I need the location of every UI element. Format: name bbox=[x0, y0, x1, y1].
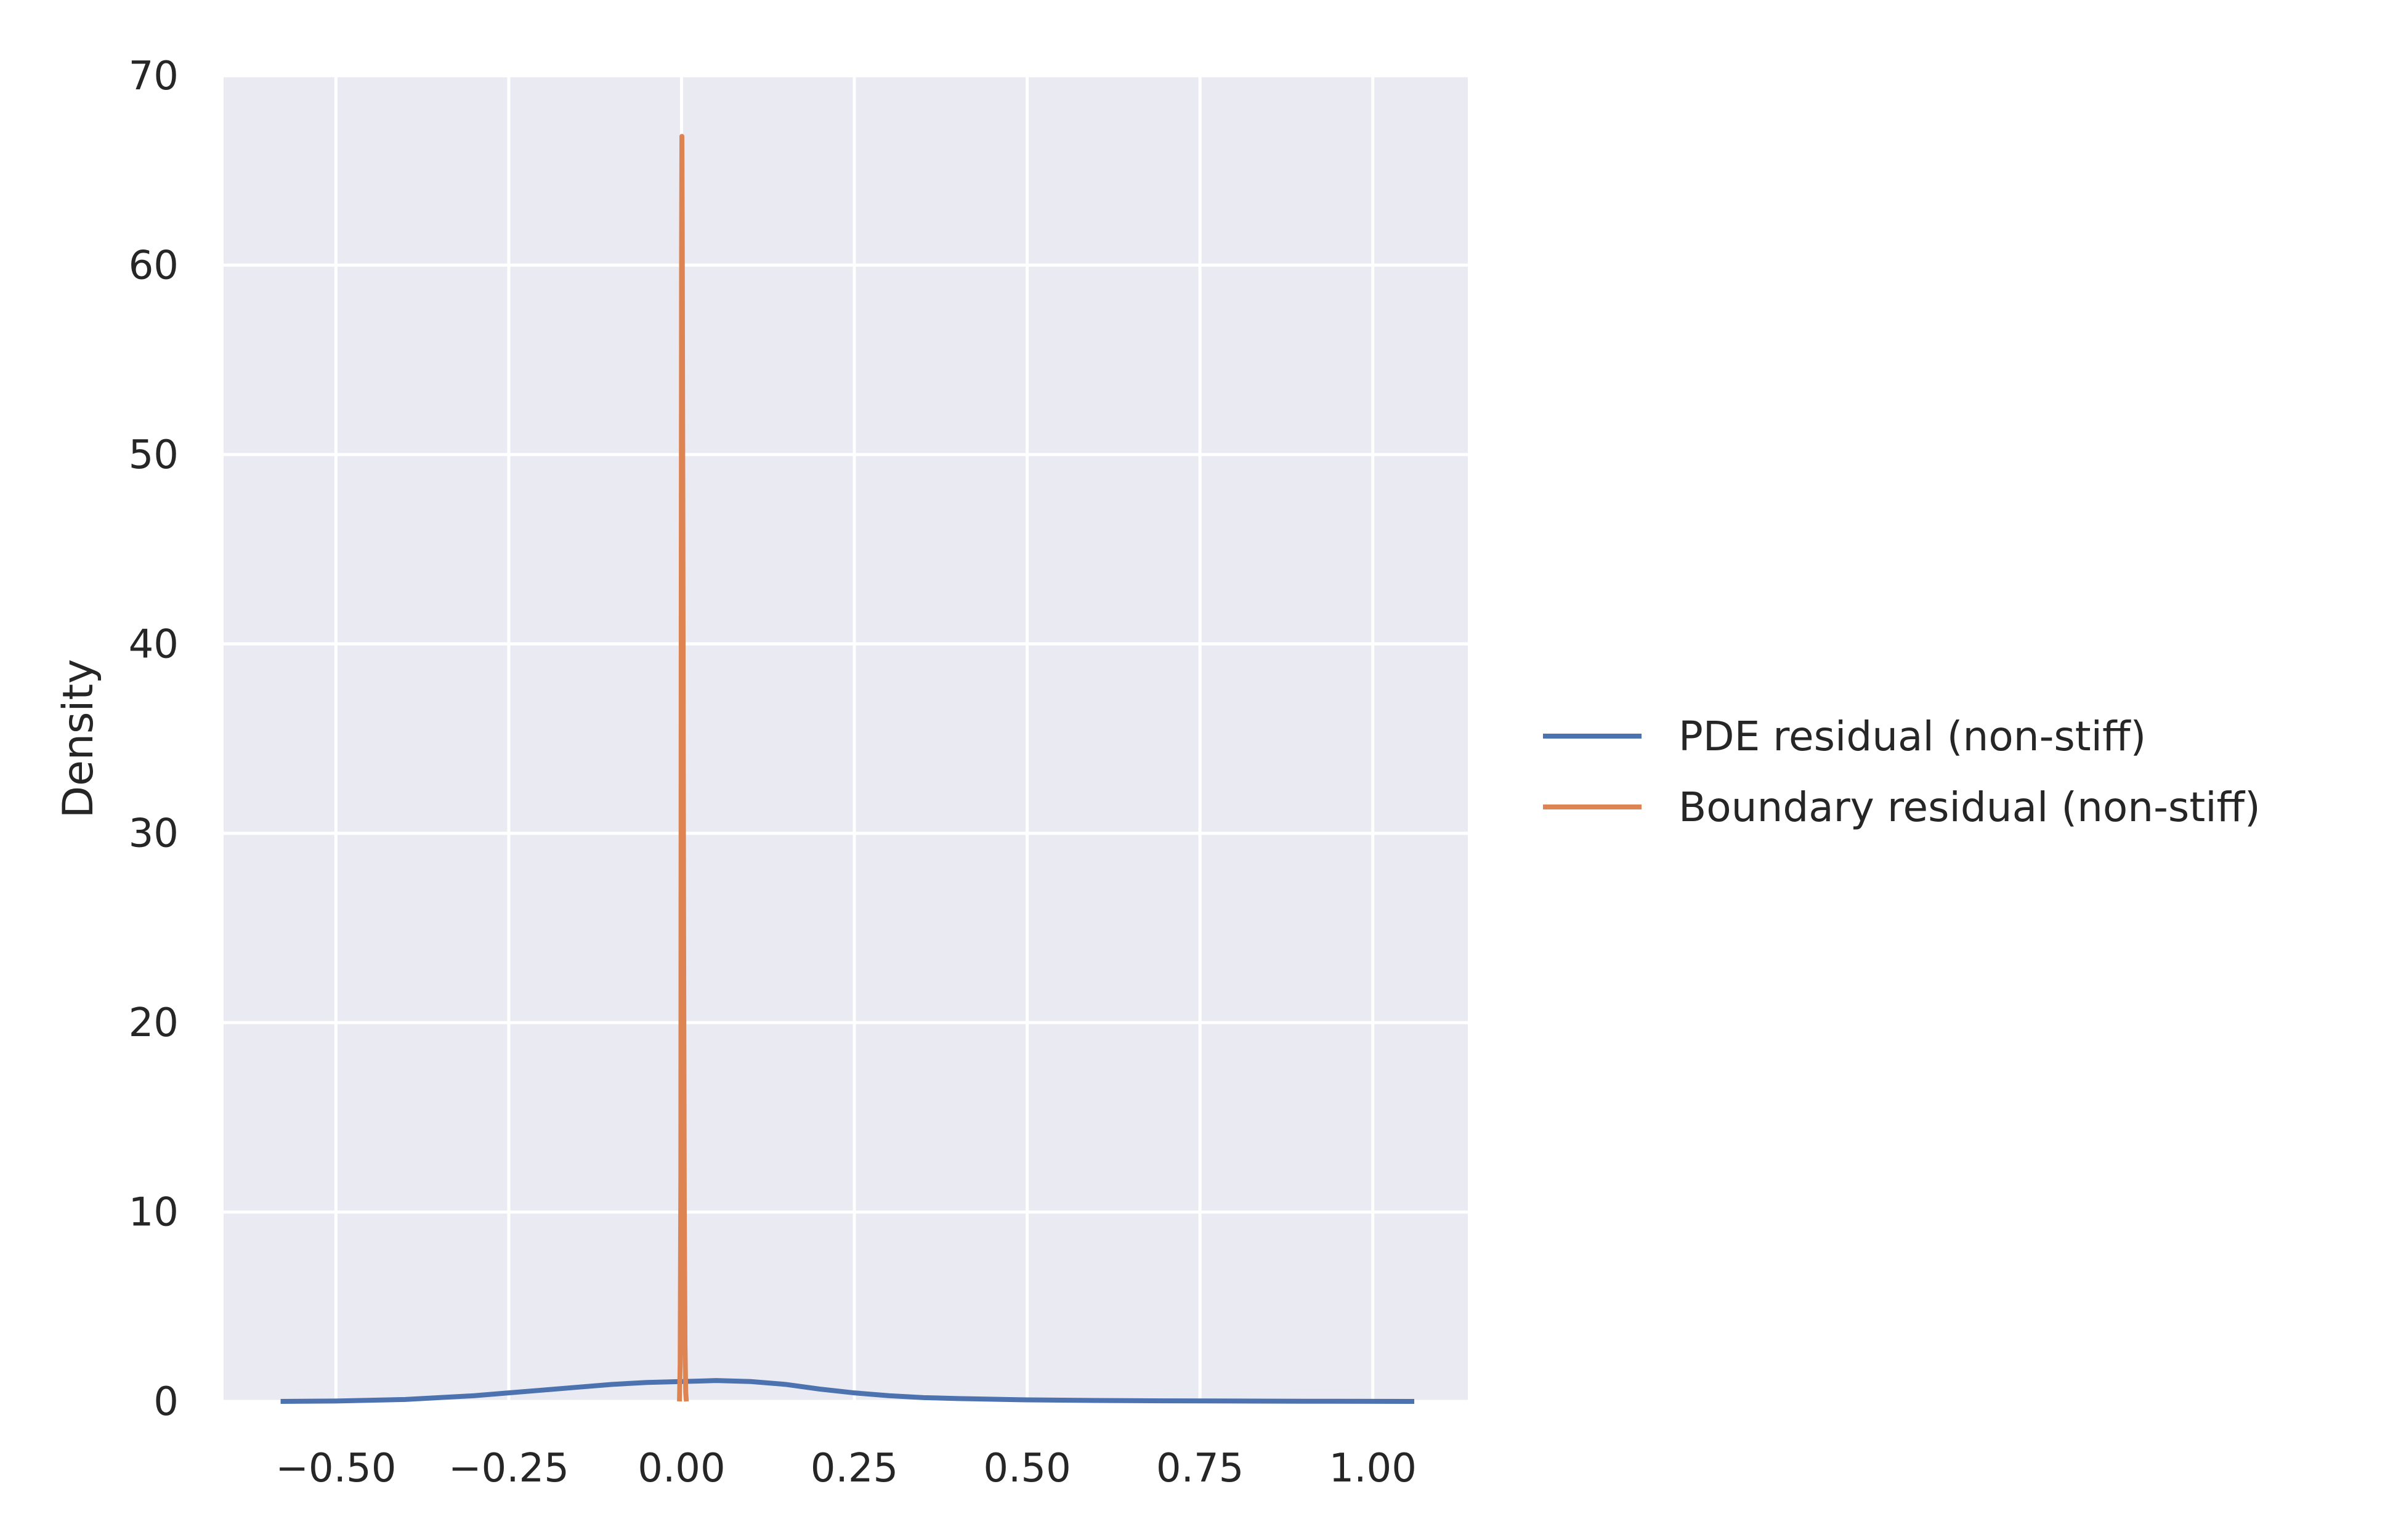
x-tick-label: 0.50 bbox=[983, 1446, 1071, 1491]
series-line-1 bbox=[280, 1378, 1415, 1404]
x-tick-label: 1.00 bbox=[1329, 1446, 1417, 1491]
x-tick-label: 0.00 bbox=[638, 1446, 726, 1491]
y-axis-label: Density bbox=[54, 659, 103, 819]
x-tick-label: 0.75 bbox=[1156, 1446, 1244, 1491]
x-tick-label: 0.25 bbox=[811, 1446, 899, 1491]
grid-lines bbox=[224, 74, 1468, 1403]
y-tick-label: 60 bbox=[129, 243, 179, 288]
x-tick-label: −0.50 bbox=[275, 1446, 396, 1491]
y-tick-label: 0 bbox=[153, 1379, 179, 1425]
y-tick-label: 30 bbox=[129, 811, 179, 857]
y-tick-label: 10 bbox=[129, 1190, 179, 1236]
legend-label-2: Boundary residual (non-stiff) bbox=[1678, 784, 2261, 831]
plot-background bbox=[224, 76, 1468, 1401]
y-tick-label: 50 bbox=[129, 432, 179, 478]
legend: PDE residual (non-stiff) Boundary residua… bbox=[1543, 713, 2261, 831]
legend-label-1: PDE residual (non-stiff) bbox=[1678, 713, 2146, 760]
x-tick-labels: −0.50 −0.25 0.00 0.25 0.50 0.75 1.00 bbox=[275, 1446, 1417, 1491]
series-line-2 bbox=[677, 134, 689, 1402]
series-lines bbox=[280, 134, 1415, 1404]
x-tick-label: −0.25 bbox=[448, 1446, 569, 1491]
y-tick-label: 20 bbox=[129, 1000, 179, 1046]
y-tick-labels: 0 10 20 30 40 50 60 70 bbox=[129, 54, 179, 1425]
y-tick-label: 70 bbox=[129, 54, 179, 99]
y-tick-label: 40 bbox=[129, 622, 179, 667]
